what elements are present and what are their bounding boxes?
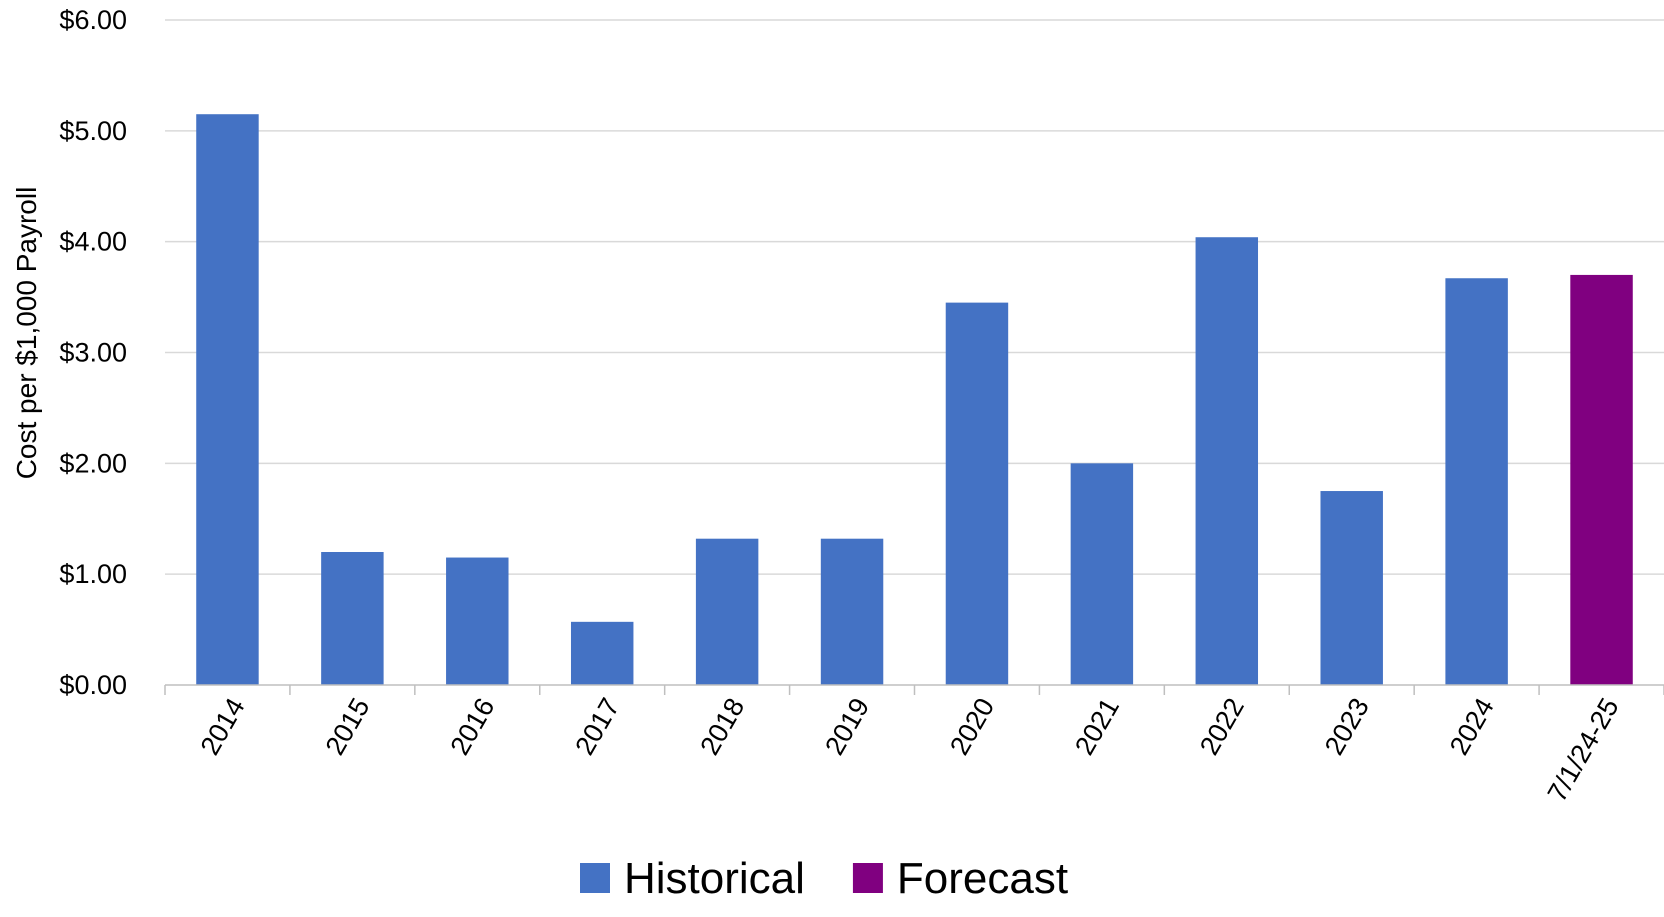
x-tick-label: 2023 xyxy=(1319,693,1375,760)
y-tick-label: $6.00 xyxy=(59,5,127,35)
x-tick-label: 2014 xyxy=(195,693,251,760)
x-axis-tick-labels: 2014 2015 2016 2017 2018 2019 2020 2021 2022 2023… xyxy=(195,693,1625,807)
x-tick-label: 2021 xyxy=(1069,693,1125,760)
bar-historical-2019 xyxy=(820,538,884,685)
bar-historical-2018 xyxy=(695,538,759,685)
bar-historical-2021 xyxy=(1070,463,1134,685)
x-tick-label: 7/1/24-25 xyxy=(1542,693,1625,807)
x-axis xyxy=(164,684,1664,695)
y-tick-label: $3.00 xyxy=(59,338,127,368)
bar-historical-2016 xyxy=(446,557,509,685)
bar-historical-2020 xyxy=(945,302,1009,685)
bar-historical-2022 xyxy=(1195,237,1259,686)
legend-swatch-forecast xyxy=(852,863,883,893)
x-tick-label: 2017 xyxy=(569,693,625,760)
y-tick-label: $5.00 xyxy=(59,116,127,146)
bar-historical-2017 xyxy=(570,621,634,685)
x-tick-label: 2019 xyxy=(819,693,875,760)
bar-historical-2023 xyxy=(1320,491,1383,685)
bar-historical-2015 xyxy=(321,552,384,685)
x-tick-label: 2015 xyxy=(320,693,376,760)
y-axis-tick-labels: $0.00 $1.00 $2.00 $3.00 $4.00 $5.00 $6.00 xyxy=(59,5,127,700)
x-tick-label: 2018 xyxy=(694,693,750,760)
x-tick-label: 2020 xyxy=(944,693,1000,760)
bar-forecast-7-1-24-25 xyxy=(1570,274,1633,685)
y-axis-label: Cost per $1,000 Payroll xyxy=(11,187,42,480)
x-tick-label: 2022 xyxy=(1194,693,1250,760)
y-tick-label: $2.00 xyxy=(59,448,127,478)
x-tick-label: 2024 xyxy=(1444,693,1500,760)
gridlines xyxy=(165,19,1664,575)
legend-label-forecast: Forecast xyxy=(897,854,1068,903)
y-tick-label: $4.00 xyxy=(59,227,127,257)
x-tick-label: 2016 xyxy=(444,693,500,760)
bar-historical-2024 xyxy=(1445,278,1508,685)
bar-historical-2014 xyxy=(196,114,259,685)
y-tick-label: $0.00 xyxy=(59,670,127,700)
legend-swatch-historical xyxy=(580,863,610,893)
legend-label-historical: Historical xyxy=(624,854,805,903)
bars xyxy=(196,114,1633,686)
y-tick-label: $1.00 xyxy=(59,559,127,589)
legend: Historical Forecast xyxy=(580,854,1068,903)
